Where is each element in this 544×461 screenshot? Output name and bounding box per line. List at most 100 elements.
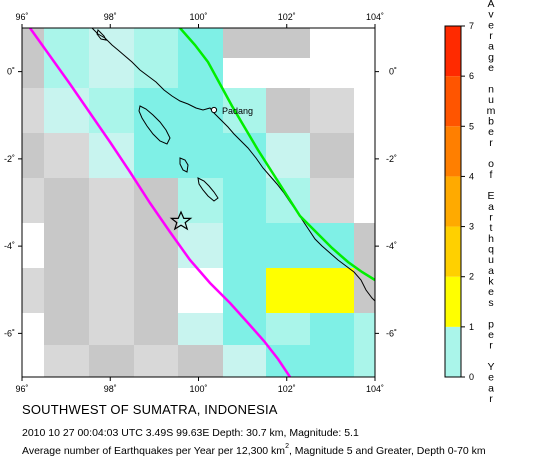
lon-tick-label-bottom: 104˚ — [366, 384, 384, 394]
colorbar-tick-label: 2 — [469, 272, 474, 282]
colorbar-tick-label: 1 — [469, 322, 474, 332]
colorbar-swatch — [445, 26, 461, 77]
grid-cell — [178, 178, 223, 223]
grid-cell — [44, 345, 89, 377]
grid-cell — [223, 133, 266, 178]
grid-cell — [44, 223, 89, 268]
colorbar-tick-label: 7 — [469, 21, 474, 31]
grid-cell — [310, 178, 354, 223]
grid-cell — [22, 133, 44, 178]
grid-cell — [266, 28, 310, 58]
grid-cell — [266, 178, 310, 223]
grid-cell — [89, 313, 134, 345]
lon-tick-label-top: 96˚ — [15, 12, 28, 22]
caption-note-rest: , Magnitude 5 and Greater, Depth 0-70 km — [288, 445, 486, 457]
grid-cell — [178, 133, 223, 178]
grid-cell — [354, 345, 375, 377]
grid-cell — [354, 313, 375, 345]
sumatra-coastline — [91, 28, 375, 302]
caption-details: 2010 10 27 00:04:03 UTC 3.49S 99.63E Dep… — [22, 427, 359, 439]
grid-cell — [354, 223, 375, 268]
grid-cell — [266, 313, 310, 345]
grid-cell — [89, 133, 134, 178]
grid-cell — [89, 223, 134, 268]
grid-cell — [22, 268, 44, 313]
grid-cell — [310, 345, 354, 377]
lat-tick-label-right: -6˚ — [386, 328, 397, 338]
grid-cell — [134, 133, 178, 178]
lat-tick-label-left: 0˚ — [7, 67, 15, 77]
grid-cell — [44, 268, 89, 313]
grid-cell — [134, 345, 178, 377]
colorbar-tick-label: 3 — [469, 222, 474, 232]
lon-tick-label-bottom: 96˚ — [15, 384, 28, 394]
grid-cell — [223, 345, 266, 377]
grid-cell — [223, 223, 266, 268]
fault-line — [179, 28, 375, 282]
city-marker — [210, 106, 218, 114]
grid-cell — [310, 88, 354, 133]
lon-tick-label-top: 102˚ — [278, 12, 296, 22]
lat-tick-label-right: 0˚ — [389, 67, 397, 77]
grid-cell — [266, 133, 310, 178]
colorbar-swatch — [445, 226, 461, 277]
grid-cell — [44, 178, 89, 223]
lon-tick-label-top: 100˚ — [189, 12, 207, 22]
caption-note-main: Average number of Earthquakes per Year p… — [22, 445, 286, 457]
grid-cell — [22, 88, 44, 133]
trench-line — [28, 28, 292, 377]
lat-tick-label-left: -4˚ — [4, 241, 15, 251]
colorbar-swatch — [445, 276, 461, 327]
grid-cell — [266, 345, 310, 377]
grid-cell — [134, 28, 178, 88]
grid-cell — [266, 223, 310, 268]
lat-tick-label-left: -6˚ — [4, 328, 15, 338]
star-icon — [169, 210, 193, 231]
colorbar-tick-label: 4 — [469, 171, 474, 181]
lon-tick-label-top: 98˚ — [104, 12, 117, 22]
lon-tick-label-bottom: 98˚ — [104, 384, 117, 394]
grid-cell — [266, 88, 310, 133]
island-pagai — [197, 177, 219, 202]
grid-cell — [178, 223, 223, 268]
grid-cell — [223, 28, 266, 58]
grid-cell — [89, 268, 134, 313]
map-ticks: 96˚ 96˚ 98˚ 98˚ 100˚ 100˚ 102˚ 102˚ 104˚ 104˚ 0˚ 0˚… — [4, 12, 397, 394]
island-sipora — [179, 157, 189, 173]
grid-cell — [310, 313, 354, 345]
lon-tick-label-top: 104˚ — [366, 12, 384, 22]
grid-cell — [310, 133, 354, 178]
grid-cell — [89, 345, 134, 377]
coastline-layer — [91, 28, 375, 302]
colorbar-swatch — [445, 126, 461, 177]
lon-tick-label-bottom: 100˚ — [189, 384, 207, 394]
grid-cell — [89, 28, 134, 88]
city-label: Padang — [222, 106, 253, 116]
grid-cell — [178, 345, 223, 377]
grid-cell — [89, 88, 134, 133]
lon-tick-label-bottom: 102˚ — [278, 384, 296, 394]
grid-cell — [134, 313, 178, 345]
grid-cell — [44, 88, 89, 133]
lat-tick-label-right: -4˚ — [386, 241, 397, 251]
grid-cell — [134, 268, 178, 313]
colorbar-swatch — [445, 176, 461, 227]
grid-cell — [354, 268, 375, 313]
grid-cell — [134, 88, 178, 133]
lat-tick-label-right: -2˚ — [386, 154, 397, 164]
caption-title: SOUTHWEST OF SUMATRA, INDONESIA — [22, 402, 278, 417]
grid-cell — [223, 178, 266, 223]
island-small-west — [96, 29, 107, 41]
lat-tick-label-left: -2˚ — [4, 154, 15, 164]
caption-note-superscript: 2 — [285, 443, 289, 450]
grid-cell — [134, 223, 178, 268]
colorbar-tick-label: 0 — [469, 372, 474, 382]
colorbar-swatch — [445, 326, 461, 377]
grid-cell — [89, 178, 134, 223]
caption-note: Average number of Earthquakes per Year p… — [22, 443, 486, 457]
grid-cell — [134, 178, 178, 223]
